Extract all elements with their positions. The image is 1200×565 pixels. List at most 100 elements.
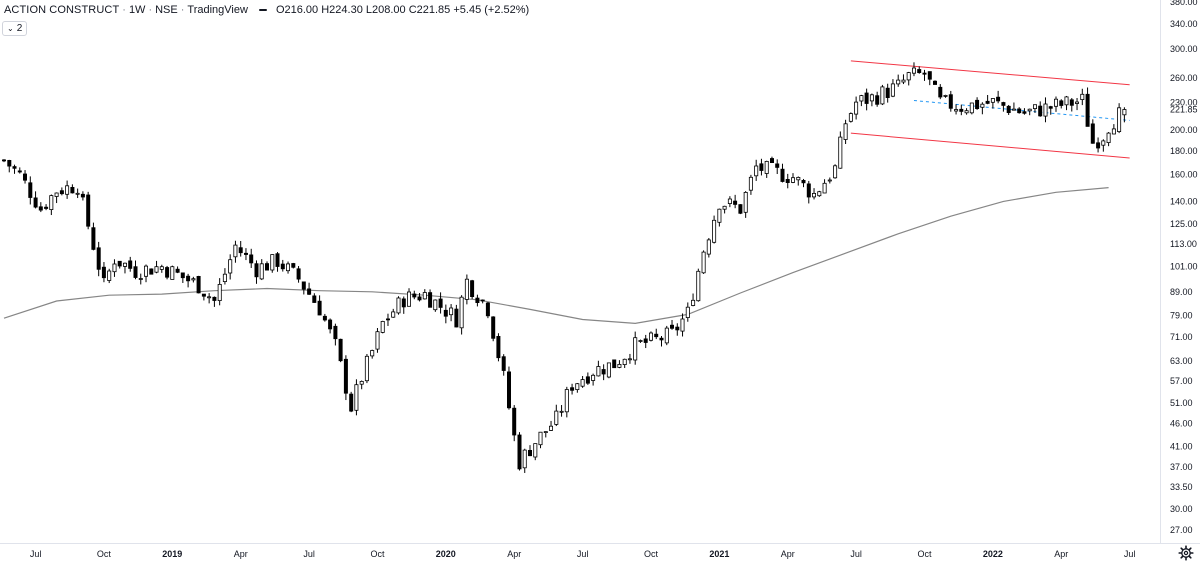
candle-down [1096,142,1101,149]
visibility-toggle-icon[interactable] [258,7,268,13]
candle-up [464,278,469,300]
candle-up [843,123,848,140]
time-tick-label: 2021 [709,549,729,559]
time-tick-label: Oct [370,549,385,559]
candle-up [354,384,359,411]
candle-down [243,252,248,255]
candle-down [806,183,811,198]
candle-down [485,302,490,317]
candle-up [743,191,748,213]
candle-up [143,265,148,277]
candle-up [1033,104,1038,109]
candle-up [1054,98,1059,107]
candle-up [259,263,264,280]
indicators-collapse-button[interactable]: ⌄ 2 [2,21,28,36]
candle-up [543,431,548,434]
candle-up [123,262,128,267]
candle-down [349,393,354,412]
candle-up [270,254,275,271]
settings-gear-icon[interactable] [1178,545,1194,561]
candle-up [391,311,396,318]
indicator-count: 2 [16,23,23,34]
candle-down [517,434,522,470]
candle-down [601,369,606,375]
candle-up [727,198,732,204]
candle-down [917,69,922,73]
candle-down [328,319,333,330]
candle-down [875,95,880,105]
candle-up [580,379,585,387]
interval-label[interactable]: 1W [128,4,146,16]
price-tick-label: 51.00 [1170,398,1193,408]
candle-down [938,86,943,98]
channel-midline [913,100,1130,121]
candle-down [528,449,533,457]
candle-down [454,308,459,328]
candle-down [175,268,180,273]
candle-down [480,299,485,302]
candle-down [738,204,743,214]
candle-up [49,195,54,211]
candle-up [1117,107,1122,133]
price-tick-label: 180.00 [1170,146,1198,156]
symbol-name[interactable]: ACTION CONSTRUCT [4,4,120,16]
candle-up [990,98,995,103]
candle-down [180,272,185,279]
candle-up [664,327,669,344]
candle-up [680,318,685,332]
candle-up [564,389,569,413]
candle-down [12,166,17,169]
source-label: TradingView [187,4,248,16]
price-tick-label: 140.00 [1170,196,1198,206]
price-tick-label: 125.00 [1170,219,1198,229]
candle-down [238,247,243,254]
candle-up [459,296,464,329]
candle-down [70,186,75,194]
candle-up [896,79,901,85]
candle-down [1059,100,1064,106]
candle-up [796,176,801,181]
candle-up [722,205,727,210]
candle-down [254,263,259,278]
candle-down [501,356,506,371]
candle-up [170,266,175,280]
time-tick-label: Jul [30,549,42,559]
price-tick-label: 63.00 [1170,356,1193,366]
candle-up [754,165,759,177]
candle-up [1080,93,1085,101]
price-tick-label: 71.00 [1170,332,1193,342]
candle-up [869,94,874,102]
candle-down [28,182,33,198]
candle-up [285,263,290,272]
time-tick-label: Jul [850,549,862,559]
candle-down [438,298,443,308]
candle-up [107,270,112,281]
candle-up [1111,128,1116,135]
candle-down [770,158,775,163]
candle-up [838,136,843,169]
candle-down [659,337,664,341]
time-tick-label: Apr [234,549,248,559]
candle-up [538,431,543,446]
candle-up [954,109,959,112]
candle-up [591,374,596,381]
candle-up [848,113,853,122]
high-value: H224.30 [321,4,363,16]
legend-separator: · [148,4,153,16]
candle-down [149,268,154,275]
price-tick-label: 46.00 [1170,419,1193,429]
moving-average-line [3,187,1109,325]
candle-up [817,191,822,197]
candle-down [612,359,617,369]
candle-up [233,244,238,258]
candle-up [696,270,701,302]
candle-down [1069,99,1074,106]
candle-down [885,87,890,98]
channel-upper-line [850,60,1130,86]
candle-down [91,227,96,250]
candle-up [638,340,643,342]
candle-up [633,337,638,361]
candle-up [549,425,554,431]
